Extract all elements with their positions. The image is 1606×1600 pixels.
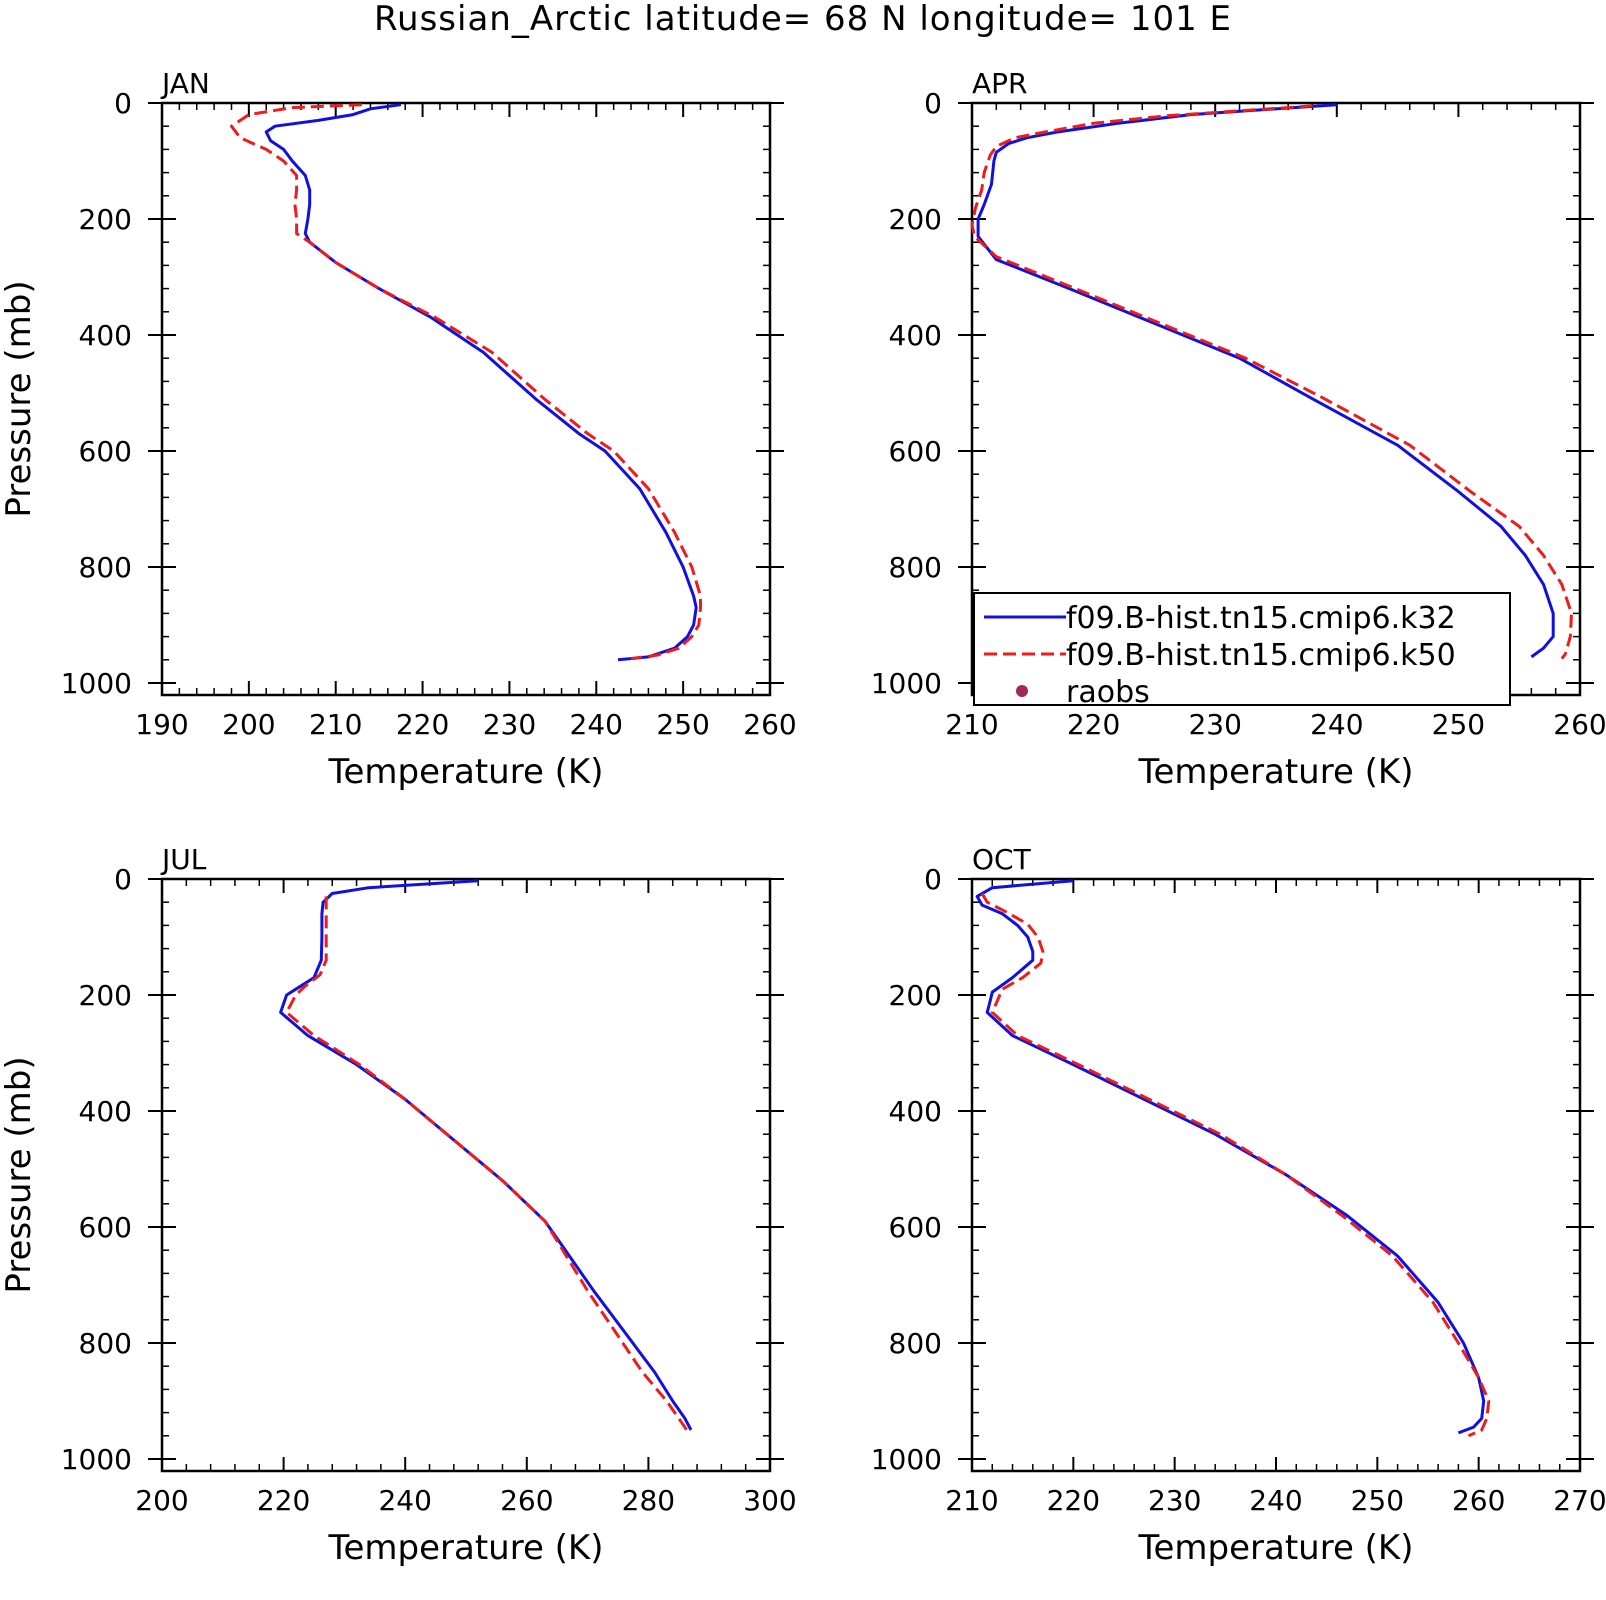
y-tick-label: 0 bbox=[924, 87, 942, 120]
legend-label-raobs: raobs bbox=[1066, 675, 1150, 710]
x-axis-label: Temperature (K) bbox=[1137, 752, 1413, 792]
y-tick-label: 600 bbox=[889, 435, 942, 468]
series-line-k50 bbox=[970, 104, 1573, 660]
x-tick-label: 220 bbox=[257, 1484, 310, 1517]
panel-label: JUL bbox=[160, 843, 207, 876]
x-tick-label: 240 bbox=[570, 708, 623, 741]
legend-label-k50: f09.B-hist.tn15.cmip6.k50 bbox=[1066, 638, 1456, 673]
y-tick-label: 800 bbox=[79, 1327, 132, 1360]
x-tick-label: 280 bbox=[622, 1484, 675, 1517]
x-tick-label: 230 bbox=[1148, 1484, 1201, 1517]
panel-jan: 190 200 210 220 230 240 250 260 0 200 400 600 800 100… bbox=[0, 67, 797, 792]
x-tick-label: 220 bbox=[1047, 1484, 1100, 1517]
x-tick-label: 230 bbox=[1188, 708, 1241, 741]
x-tick-label: 300 bbox=[743, 1484, 796, 1517]
y-tick-label: 600 bbox=[79, 435, 132, 468]
series-line-k50 bbox=[980, 892, 1491, 1438]
y-tick-label: 0 bbox=[114, 863, 132, 896]
legend: f09.B-hist.tn15.cmip6.k32f09.B-hist.tn15… bbox=[973, 592, 1511, 710]
x-axis-label: Temperature (K) bbox=[327, 752, 603, 792]
y-tick-label: 1000 bbox=[871, 1443, 942, 1476]
y-tick-label: 200 bbox=[79, 203, 132, 236]
y-tick-label: 0 bbox=[924, 863, 942, 896]
y-axis-label: Pressure (mb) bbox=[0, 280, 39, 517]
plot-frame bbox=[160, 101, 772, 697]
y-tick-label: 400 bbox=[889, 319, 942, 352]
x-tick-label: 270 bbox=[1553, 1484, 1606, 1517]
panel-label: OCT bbox=[972, 843, 1032, 876]
y-tick-label: 200 bbox=[889, 979, 942, 1012]
series-line-k32 bbox=[975, 879, 1486, 1435]
series-line-k50 bbox=[230, 103, 702, 661]
y-tick-label: 600 bbox=[889, 1211, 942, 1244]
y-tick-label: 1000 bbox=[871, 667, 942, 700]
x-tick-label: 240 bbox=[1249, 1484, 1302, 1517]
page-title: Russian_Arctic latitude= 68 N longitude=… bbox=[373, 0, 1233, 39]
x-axis-label: Temperature (K) bbox=[1137, 1528, 1413, 1568]
series-line-k50 bbox=[285, 896, 688, 1431]
legend-label-k32: f09.B-hist.tn15.cmip6.k32 bbox=[1066, 601, 1456, 636]
panel-oct: 210 220 230 240 250 260 270 0 200 400 600 800 1000 Te… bbox=[871, 843, 1606, 1568]
panel-label: APR bbox=[972, 67, 1028, 100]
panel-label: JAN bbox=[160, 67, 210, 100]
y-tick-label: 800 bbox=[889, 551, 942, 584]
x-tick-label: 240 bbox=[1310, 708, 1363, 741]
x-tick-label: 260 bbox=[1452, 1484, 1505, 1517]
x-tick-label: 220 bbox=[396, 708, 449, 741]
panel-apr: 210 220 230 240 250 260 0 200 400 600 800 1000 Tempe… bbox=[871, 67, 1606, 792]
x-tick-label: 260 bbox=[500, 1484, 553, 1517]
y-tick-label: 800 bbox=[79, 551, 132, 584]
y-tick-label: 0 bbox=[114, 87, 132, 120]
y-tick-label: 600 bbox=[79, 1211, 132, 1244]
x-tick-label: 220 bbox=[1067, 708, 1120, 741]
x-tick-label: 250 bbox=[1351, 1484, 1404, 1517]
legend-box bbox=[973, 592, 1511, 706]
x-tick-label: 250 bbox=[1432, 708, 1485, 741]
y-tick-label: 200 bbox=[889, 203, 942, 236]
series-line-k32 bbox=[976, 103, 1555, 659]
panel-jul: 200 220 240 260 280 300 0 200 400 600 800 1000 Tempe… bbox=[0, 843, 797, 1568]
y-tick-label: 1000 bbox=[61, 1443, 132, 1476]
y-tick-label: 800 bbox=[889, 1327, 942, 1360]
x-tick-label: 200 bbox=[135, 1484, 188, 1517]
y-tick-label: 1000 bbox=[61, 667, 132, 700]
x-tick-label: 190 bbox=[135, 708, 188, 741]
series-line-k32 bbox=[264, 103, 698, 662]
y-tick-label: 200 bbox=[79, 979, 132, 1012]
x-tick-label: 240 bbox=[378, 1484, 431, 1517]
series-line-k32 bbox=[279, 879, 693, 1431]
x-tick-label: 230 bbox=[483, 708, 536, 741]
y-tick-label: 400 bbox=[79, 319, 132, 352]
plot-frame bbox=[160, 877, 772, 1473]
y-tick-label: 400 bbox=[889, 1095, 942, 1128]
x-tick-label: 250 bbox=[656, 708, 709, 741]
x-tick-label: 210 bbox=[945, 708, 998, 741]
legend-marker-raobs bbox=[1016, 685, 1028, 697]
x-tick-label: 210 bbox=[945, 1484, 998, 1517]
x-axis-label: Temperature (K) bbox=[327, 1528, 603, 1568]
x-tick-label: 210 bbox=[309, 708, 362, 741]
plot-frame bbox=[970, 877, 1582, 1473]
x-tick-label: 260 bbox=[743, 708, 796, 741]
x-tick-label: 260 bbox=[1553, 708, 1606, 741]
x-tick-label: 200 bbox=[222, 708, 275, 741]
y-tick-label: 400 bbox=[79, 1095, 132, 1128]
y-axis-label: Pressure (mb) bbox=[0, 1056, 39, 1293]
